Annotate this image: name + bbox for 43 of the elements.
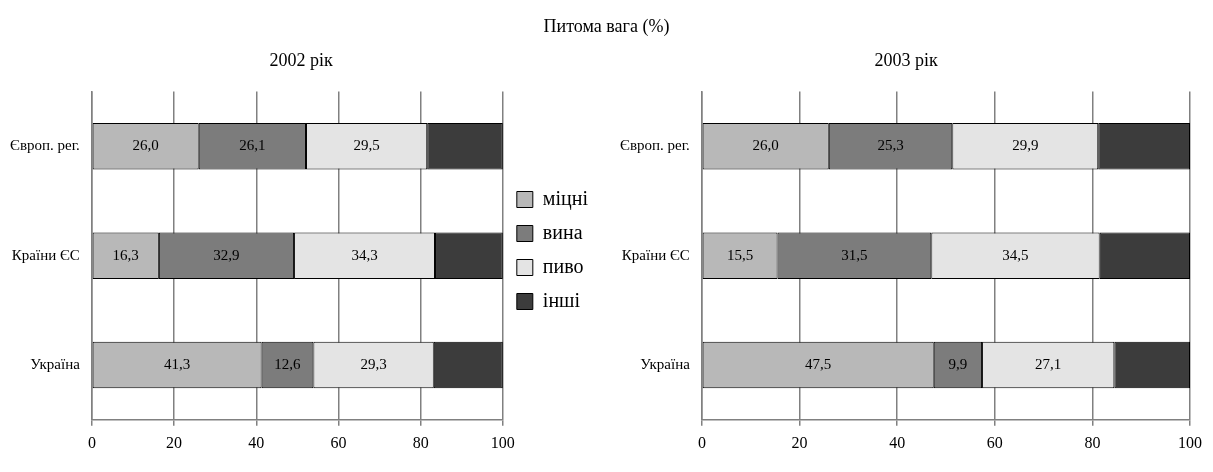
data-label: 32,9 [213,246,240,263]
data-label: 15,5 [726,246,754,263]
x-tick-label: 100 [1178,433,1202,451]
data-label: 47,5 [805,356,832,373]
y-tick-label: Країни ЄС [621,246,690,263]
data-label: 25,3 [877,137,904,154]
data-label: 29,9 [1012,137,1039,154]
x-tick-label: 80 [412,433,429,451]
y-tick-label: Україна [640,356,691,373]
legend-label: пиво [542,254,584,277]
data-label: 31,5 [841,246,868,263]
data-label: 26,0 [752,137,779,154]
data-label: 27,1 [1035,356,1062,373]
x-tick-label: 40 [248,433,265,451]
y-tick-label: Україна [30,356,81,373]
legend-label: вина [542,220,583,243]
x-tick-label: 0 [87,433,96,451]
data-label: 16,3 [112,246,139,263]
data-label: 41,3 [163,356,191,373]
x-tick-label: 60 [986,433,1003,451]
x-tick-label: 100 [490,433,515,451]
chart-title: 2003 рік [874,49,938,70]
y-tick-label: Країни ЄС [11,246,80,263]
y-tick-label: Європ. рег. [9,137,80,154]
data-label: 9,9 [948,356,968,373]
data-label: 29,5 [353,137,380,154]
data-label: 26,0 [132,137,159,154]
text: Питома вага (%) [543,16,670,36]
data-label: 12,6 [274,356,302,373]
x-tick-label: 60 [330,433,347,451]
data-label: 26,1 [239,137,266,154]
data-label: 29,3 [360,356,387,373]
chart-title: 2002 рік [269,49,333,70]
x-tick-label: 0 [697,433,706,451]
legend-label: міцні [542,186,589,210]
y-tick-label: Європ. рег. [619,137,690,154]
legend-label: інші [542,288,581,311]
x-tick-label: 40 [889,433,906,451]
x-tick-label: 20 [791,433,808,451]
x-tick-label: 80 [1084,433,1101,451]
data-label: 34,5 [1002,246,1029,263]
x-tick-label: 20 [166,433,183,451]
data-label: 34,3 [351,246,378,263]
